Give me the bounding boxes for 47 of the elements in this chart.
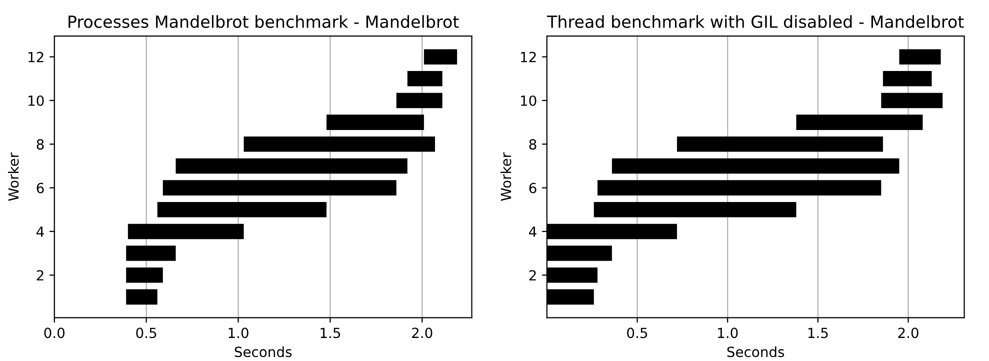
bar <box>424 49 458 64</box>
y-tick-label: 6 <box>529 182 536 194</box>
bar <box>676 136 883 152</box>
bar <box>157 202 327 218</box>
x-tick-label: 1.0 <box>228 328 248 338</box>
y-tick-label: 8 <box>36 139 44 150</box>
bar <box>396 92 442 108</box>
bar <box>594 202 796 218</box>
bar <box>407 71 442 86</box>
x-axis-title: Seconds <box>234 346 292 358</box>
y-axis-title: Worker <box>500 152 512 201</box>
y-tick-label: 12 <box>521 52 536 62</box>
bar <box>881 92 943 108</box>
x-tick-label: 2.0 <box>412 328 432 338</box>
y-axis-title: Worker <box>8 152 19 201</box>
y-tick-label: 6 <box>36 182 44 194</box>
x-tick-label: 1.5 <box>808 328 828 338</box>
bar <box>162 180 396 196</box>
y-tick-label: 2 <box>529 270 536 280</box>
x-axis-title: Seconds <box>727 346 784 358</box>
bar <box>126 289 158 305</box>
x-tick-label: 1.0 <box>718 328 738 338</box>
y-tick-label: 2 <box>36 270 44 280</box>
bar <box>128 224 244 240</box>
y-tick-label: 8 <box>529 139 536 150</box>
bar <box>126 267 163 283</box>
y-tick-label: 4 <box>529 226 536 237</box>
bar <box>126 246 176 261</box>
y-tick-label: 12 <box>28 52 44 62</box>
chart-title: Thread benchmark with GIL disabled - Mandelbrot <box>546 15 964 28</box>
bar <box>326 114 424 130</box>
bar <box>899 49 941 64</box>
x-tick-label: 2.0 <box>898 328 918 338</box>
bar <box>882 71 932 86</box>
bar <box>244 136 435 152</box>
x-tick-label: 0.0 <box>44 328 65 338</box>
chart-title: Processes Mandelbrot benchmark - Mandelbrot <box>68 15 459 28</box>
y-tick-label: 4 <box>36 226 44 237</box>
bar <box>796 114 923 130</box>
y-tick-label: 10 <box>521 95 536 106</box>
bar <box>612 158 900 174</box>
bar <box>597 180 882 196</box>
y-tick-label: 10 <box>28 95 44 106</box>
x-tick-label: 0.5 <box>627 328 648 338</box>
x-tick-label: 0.5 <box>136 328 156 338</box>
x-tick-label: 1.5 <box>320 328 340 338</box>
bar <box>176 158 408 174</box>
